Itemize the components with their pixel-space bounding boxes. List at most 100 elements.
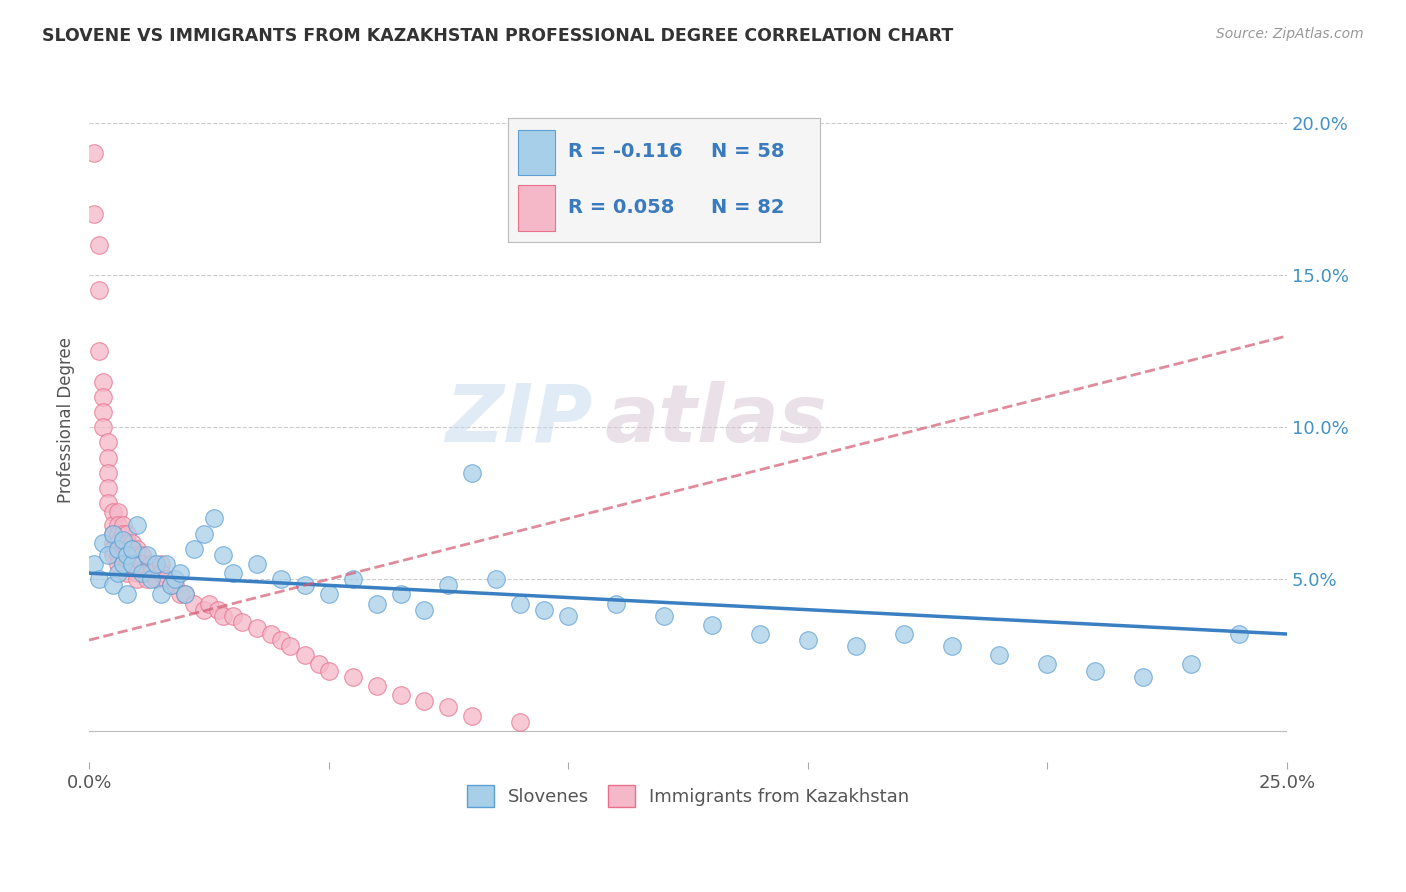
Point <box>145 557 167 571</box>
Point <box>141 557 163 571</box>
Point <box>107 536 129 550</box>
Point <box>101 548 124 562</box>
Point <box>202 511 225 525</box>
Point <box>231 615 253 629</box>
Point <box>117 566 139 581</box>
Point <box>222 566 245 581</box>
Point <box>485 572 508 586</box>
Point <box>121 536 143 550</box>
Point <box>101 517 124 532</box>
Point <box>389 688 412 702</box>
Point <box>125 517 148 532</box>
Point <box>294 648 316 663</box>
Point <box>212 608 235 623</box>
Point <box>83 146 105 161</box>
Point <box>121 557 143 571</box>
Point <box>141 572 163 586</box>
Point <box>117 541 139 556</box>
Point <box>294 578 316 592</box>
Legend: Slovenes, Immigrants from Kazakhstan: Slovenes, Immigrants from Kazakhstan <box>460 778 917 814</box>
Point <box>270 633 292 648</box>
Point <box>93 536 115 550</box>
Point <box>107 548 129 562</box>
Point <box>93 405 115 419</box>
Point <box>125 566 148 581</box>
Point <box>101 541 124 556</box>
Point <box>93 390 115 404</box>
Point <box>141 566 163 581</box>
Point <box>1036 657 1059 672</box>
Point <box>461 466 484 480</box>
Point <box>97 496 120 510</box>
Point <box>145 572 167 586</box>
Y-axis label: Professional Degree: Professional Degree <box>58 336 75 502</box>
Point <box>87 283 110 297</box>
Point <box>131 548 153 562</box>
Point <box>125 557 148 571</box>
Point <box>97 481 120 495</box>
Point <box>149 566 172 581</box>
Point <box>121 541 143 556</box>
Point <box>246 621 269 635</box>
Point <box>111 548 134 562</box>
Point <box>111 536 134 550</box>
Point <box>117 536 139 550</box>
Point <box>605 597 627 611</box>
Point <box>87 344 110 359</box>
Point <box>107 541 129 556</box>
Point <box>125 548 148 562</box>
Point <box>509 715 531 730</box>
Point <box>101 536 124 550</box>
Point <box>193 526 215 541</box>
Point <box>260 627 283 641</box>
Point <box>155 572 177 586</box>
Point <box>87 572 110 586</box>
Point <box>557 608 579 623</box>
Point <box>117 548 139 562</box>
Point <box>533 603 555 617</box>
Point <box>845 639 868 653</box>
Point <box>135 548 157 562</box>
Point <box>988 648 1011 663</box>
Point <box>169 587 191 601</box>
Point <box>97 466 120 480</box>
Point <box>107 526 129 541</box>
Point <box>748 627 770 641</box>
Point <box>308 657 330 672</box>
Point <box>169 566 191 581</box>
Point <box>193 603 215 617</box>
Text: SLOVENE VS IMMIGRANTS FROM KAZAKHSTAN PROFESSIONAL DEGREE CORRELATION CHART: SLOVENE VS IMMIGRANTS FROM KAZAKHSTAN PR… <box>42 27 953 45</box>
Point <box>159 578 181 592</box>
Point <box>246 557 269 571</box>
Point <box>461 709 484 723</box>
Point <box>97 435 120 450</box>
Point <box>174 587 197 601</box>
Point <box>93 420 115 434</box>
Point <box>389 587 412 601</box>
Point <box>101 505 124 519</box>
Point <box>1132 670 1154 684</box>
Point <box>83 207 105 221</box>
Text: atlas: atlas <box>605 381 827 458</box>
Point <box>366 679 388 693</box>
Point <box>700 618 723 632</box>
Point <box>149 557 172 571</box>
Point <box>318 664 340 678</box>
Point <box>101 526 124 541</box>
Point <box>131 566 153 581</box>
Point <box>97 450 120 465</box>
Point <box>87 237 110 252</box>
Point <box>165 578 187 592</box>
Point <box>318 587 340 601</box>
Point <box>117 526 139 541</box>
Point <box>652 608 675 623</box>
Point <box>149 587 172 601</box>
Point <box>155 557 177 571</box>
Point <box>1180 657 1202 672</box>
Point <box>107 566 129 581</box>
Point <box>111 541 134 556</box>
Point <box>107 557 129 571</box>
Point <box>135 566 157 581</box>
Point <box>121 541 143 556</box>
Point <box>941 639 963 653</box>
